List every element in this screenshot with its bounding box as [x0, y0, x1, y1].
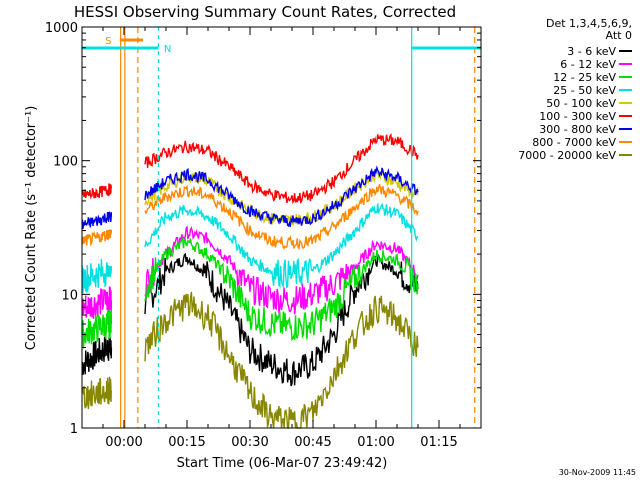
x-tick-label-5: 01:15 — [420, 435, 457, 450]
plot-border — [81, 26, 482, 429]
y-tick-label-2: 100 — [53, 155, 78, 170]
legend-label-7: 800 - 7000 keV — [532, 136, 616, 149]
x-tick-label-3: 00:45 — [294, 435, 331, 450]
series-line-5-seg-0 — [81, 183, 113, 200]
series-line-2-seg-0 — [81, 309, 113, 349]
legend-label-4: 50 - 100 keV — [546, 97, 616, 110]
night-flag-label: N — [164, 44, 171, 55]
series-line-3-seg-0 — [81, 259, 113, 294]
legend-label-1: 6 - 12 keV — [560, 58, 616, 71]
legend-label-3: 25 - 50 keV — [553, 84, 616, 97]
series-line-6-seg-0 — [81, 211, 113, 230]
series-line-3-seg-1 — [144, 202, 419, 289]
series-line-8-seg-1 — [144, 291, 419, 429]
legend-label-8: 7000 - 20000 keV — [518, 149, 616, 162]
series-line-0-seg-1 — [144, 252, 419, 387]
chart-title: HESSI Observing Summary Count Rates, Cor… — [74, 3, 456, 21]
legend-label-6: 300 - 800 keV — [539, 123, 616, 136]
series-line-6-seg-1 — [144, 165, 419, 228]
y-tick-label-3: 1000 — [45, 21, 78, 36]
legend-title-line2: Att 0 — [606, 29, 632, 42]
y-axis-label: Corrected Count Rate (s⁻¹ detector⁻¹) — [24, 106, 39, 351]
x-axis-label: Start Time (06-Mar-07 23:49:42) — [177, 456, 388, 471]
legend-label-5: 100 - 300 keV — [539, 110, 616, 123]
legend-label-2: 12 - 25 keV — [553, 71, 616, 84]
series-line-1-seg-1 — [144, 225, 419, 315]
footer-date: 30-Nov-2009 11:45 — [559, 468, 636, 477]
series-line-5-seg-1 — [144, 133, 419, 205]
x-tick-label-2: 00:30 — [231, 435, 268, 450]
legend-title-line1: Det 1,3,4,5,6,9, — [546, 17, 632, 30]
x-tick-label-0: 00:00 — [105, 435, 142, 450]
x-tick-label-4: 01:00 — [357, 435, 394, 450]
plot-area: SN — [81, 27, 481, 429]
series-line-2-seg-1 — [144, 236, 419, 342]
y-tick-label-1: 10 — [61, 288, 78, 303]
legend-label-0: 3 - 6 keV — [567, 45, 616, 58]
series-line-7-seg-0 — [81, 229, 113, 247]
saa-flag-label: S — [105, 36, 111, 47]
series-line-8-seg-0 — [81, 376, 113, 410]
x-tick-label-1: 00:15 — [168, 435, 205, 450]
y-tick-label-0: 1 — [70, 422, 78, 437]
series-line-7-seg-1 — [144, 184, 419, 251]
axes: 1 10 100 1000 00:00 00:15 00:30 00:45 01:00 01:15 — [45, 21, 482, 450]
